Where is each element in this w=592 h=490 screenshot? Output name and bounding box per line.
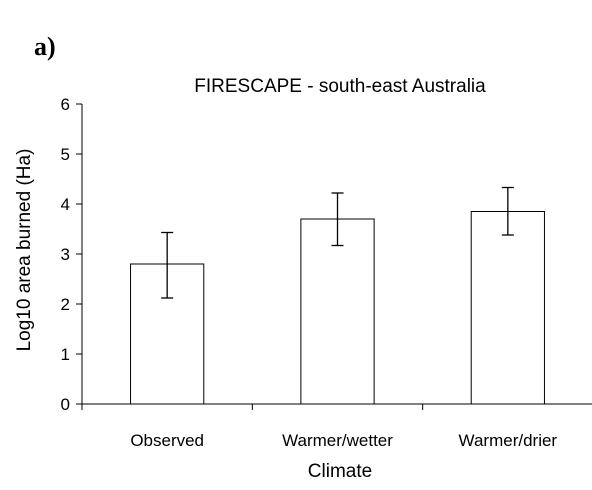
x-tick-labels: Observed Warmer/wetter Warmer/drier (130, 431, 557, 450)
bar (470, 211, 545, 405)
panel-label: a) (34, 32, 56, 61)
x-tick-label: Warmer/wetter (282, 431, 393, 450)
error-bars (161, 186, 514, 299)
y-tick-label: 1 (61, 345, 70, 364)
plot-area: 0 1 2 3 4 5 6 Observed Warmer/wetter Warmer/drie… (61, 95, 592, 450)
bar (300, 218, 375, 405)
y-axis-label: Log10 area burned (Ha) (14, 149, 35, 352)
y-tick-label: 4 (61, 195, 70, 214)
y-tick-label: 0 (61, 395, 70, 414)
x-tick-label: Warmer/drier (459, 431, 558, 450)
y-tick-label: 5 (61, 145, 70, 164)
y-axis-ticks: 0 1 2 3 4 5 6 (61, 95, 82, 414)
y-tick-label: 2 (61, 295, 70, 314)
error-bar (161, 231, 174, 299)
y-tick-label: 6 (61, 95, 70, 114)
chart-title: FIRESCAPE - south-east Australia (194, 76, 486, 97)
x-axis-ticks (81, 404, 424, 410)
error-bar (501, 186, 514, 236)
x-tick-label: Observed (130, 431, 204, 450)
x-axis-label: Climate (308, 461, 372, 482)
y-tick-label: 3 (61, 245, 70, 264)
error-bar (331, 192, 344, 247)
bars (130, 211, 545, 405)
